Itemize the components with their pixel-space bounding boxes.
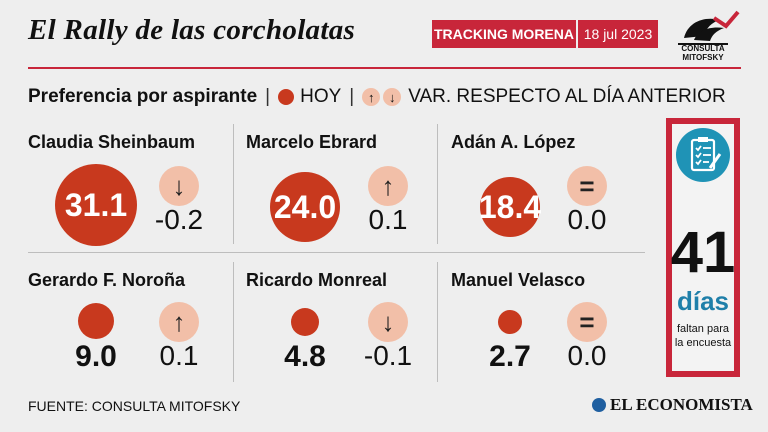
date-badge: 18 jul 2023: [576, 20, 658, 48]
candidate-name: Adán A. López: [451, 132, 576, 152]
variation-value: 0.1: [159, 340, 199, 371]
variation-value: -0.2: [154, 204, 204, 235]
countdown-unit: días: [676, 286, 730, 316]
bubble-today: [270, 172, 340, 242]
tracking-tag: TRACKING MORENA: [432, 20, 576, 48]
equal-icon: =: [567, 166, 607, 206]
grid-divider: [233, 262, 234, 382]
bubble-today: [55, 164, 137, 246]
candidate-name: Gerardo F. Noroña: [28, 270, 186, 290]
today-value: 18.4: [478, 188, 542, 225]
bubble-today: [480, 177, 540, 237]
arrow-down-icon: ↓: [368, 302, 408, 342]
survey-clipboard-icon: [676, 128, 730, 182]
today-value: 24.0: [273, 188, 337, 225]
candidate-name: Claudia Sheinbaum: [28, 132, 196, 152]
legend-today: HOY: [300, 86, 342, 107]
countdown-note-line1: faltan para: [677, 323, 729, 335]
legend-separator: |: [265, 86, 271, 107]
today-value: 31.1: [64, 186, 128, 223]
variation-value: -0.1: [363, 340, 413, 371]
brand-name: EL ECONOMISTA: [610, 395, 753, 414]
variation-value: 0.0: [567, 340, 607, 371]
countdown-number: 41: [670, 220, 736, 285]
brand-logo: EL ECONOMISTA: [592, 395, 753, 415]
header-divider: [28, 67, 741, 69]
bubble-today: [498, 310, 522, 334]
grid-divider: [28, 252, 645, 253]
mitofsky-logo-icon: [678, 10, 740, 45]
legend-variation: VAR. RESPECTO AL DÍA ANTERIOR: [408, 86, 726, 107]
bubble-today: [78, 303, 114, 339]
today-value: 9.0: [75, 340, 117, 373]
candidate-name: Manuel Velasco: [451, 270, 586, 290]
arrow-up-icon: ↑: [159, 302, 199, 342]
grid-divider: [437, 262, 438, 382]
arrow-down-icon: ↓: [159, 166, 199, 206]
legend-label: Preferencia por aspirante: [28, 86, 258, 107]
source-note: FUENTE: CONSULTA MITOFSKY: [28, 398, 241, 414]
arrow-down-icon: ↓: [383, 88, 402, 106]
grid-divider: [233, 124, 234, 244]
arrow-up-icon: ↑: [368, 166, 408, 206]
infographic-title: El Rally de las corcholatas: [28, 14, 356, 46]
logo-caption: CONSULTA MITOFSKY: [681, 44, 725, 62]
arrow-up-icon: ↑: [362, 88, 381, 106]
variation-value: 0.0: [567, 204, 607, 235]
today-value: 4.8: [284, 340, 326, 373]
today-dot-icon: [278, 89, 295, 105]
legend-row: Preferencia por aspirante | HOY | ↑ ↓ VA…: [28, 82, 726, 112]
equal-icon: =: [567, 302, 607, 342]
variation-value: 0.1: [368, 204, 408, 235]
countdown-note-line2: la encuesta: [674, 337, 732, 349]
countdown-note: faltan para la encuesta: [666, 322, 740, 350]
today-value: 2.7: [489, 340, 531, 373]
legend-separator: |: [349, 86, 355, 107]
brand-mark-icon: [592, 398, 606, 412]
bubble-today: [291, 308, 319, 336]
candidate-name: Ricardo Monreal: [246, 270, 388, 290]
candidate-name: Marcelo Ebrard: [246, 132, 378, 152]
grid-divider: [437, 124, 438, 244]
